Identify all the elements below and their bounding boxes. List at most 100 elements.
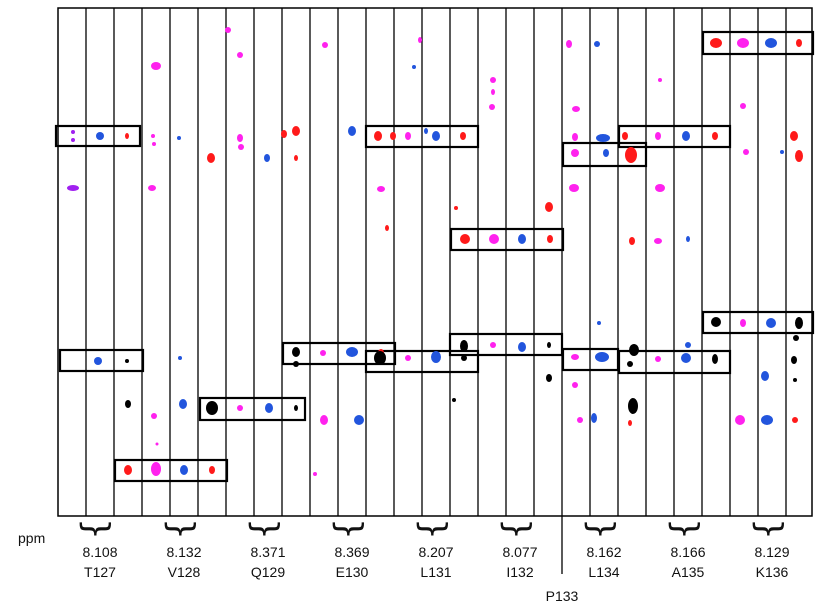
residue-name: L131 — [420, 564, 452, 580]
residue-name: T127 — [84, 564, 116, 580]
peak — [385, 225, 389, 231]
peak — [629, 344, 639, 356]
peak — [625, 147, 637, 163]
peak — [737, 38, 749, 48]
peak — [596, 134, 610, 142]
peak — [594, 41, 600, 47]
peak — [710, 38, 722, 48]
peak — [237, 405, 243, 411]
peak — [629, 237, 635, 245]
peak — [348, 126, 356, 136]
nmr-peaks — [67, 27, 803, 476]
peak — [603, 149, 609, 157]
peak — [177, 136, 181, 140]
walk-boxes — [54, 30, 815, 483]
box-t127-top — [54, 124, 142, 148]
peak — [792, 417, 798, 423]
peak — [686, 236, 690, 242]
peak — [766, 318, 776, 328]
box-k136-top — [701, 30, 815, 56]
brace-icon: } — [412, 518, 453, 540]
peak — [152, 142, 156, 146]
residue-ppm: 8.132 — [166, 544, 202, 560]
box-k136-low — [701, 310, 815, 335]
peak — [320, 415, 328, 425]
peak — [432, 131, 440, 141]
peak — [292, 126, 300, 136]
peak — [354, 415, 364, 425]
box-e130-low — [281, 341, 397, 366]
peak — [293, 361, 299, 367]
box-a135-top — [617, 124, 732, 149]
brace-icon: } — [664, 518, 705, 540]
peak — [294, 155, 298, 161]
peak — [125, 133, 129, 139]
peak — [452, 398, 456, 402]
residue-ppm: 8.129 — [754, 544, 790, 560]
peak — [264, 154, 270, 162]
peak — [735, 415, 745, 425]
peak — [628, 420, 632, 426]
peak — [209, 466, 215, 474]
peak — [569, 184, 579, 192]
peak — [320, 350, 326, 356]
peak — [655, 184, 665, 192]
box-l131-top — [364, 124, 480, 149]
peak — [207, 153, 215, 163]
brace-icon: } — [496, 518, 537, 540]
peak — [572, 106, 580, 112]
box-i132-top — [449, 227, 565, 252]
peak — [313, 472, 317, 476]
peak — [545, 202, 553, 212]
residue-name: V128 — [167, 564, 201, 580]
residue-name: L134 — [588, 564, 620, 580]
peak — [125, 359, 129, 363]
peak — [281, 130, 287, 138]
proline-label: P133 — [545, 588, 579, 604]
peak — [431, 351, 441, 363]
peak — [405, 355, 411, 361]
peak — [595, 352, 609, 362]
residue-ppm: 8.371 — [250, 544, 286, 560]
peak — [740, 103, 746, 109]
peak — [237, 134, 243, 142]
peak — [796, 39, 802, 47]
residue-ppm: 8.162 — [586, 544, 622, 560]
peak — [740, 319, 746, 327]
peak — [765, 38, 777, 48]
peak — [577, 417, 583, 423]
peak — [712, 354, 718, 364]
peak — [627, 361, 633, 367]
peak — [761, 371, 769, 381]
peak — [518, 234, 526, 244]
peak — [71, 130, 75, 134]
peak — [795, 150, 803, 162]
peak — [591, 413, 597, 423]
peak — [793, 378, 797, 382]
peak — [460, 340, 468, 352]
peak — [178, 356, 182, 360]
strip-dividers — [85, 8, 787, 574]
peak — [780, 150, 784, 154]
peak — [180, 465, 188, 475]
peak — [712, 132, 718, 140]
peak — [790, 131, 798, 141]
peak — [377, 186, 385, 192]
box-l131-low — [364, 349, 480, 374]
peak — [265, 403, 273, 413]
peak — [460, 234, 470, 244]
peak — [743, 149, 749, 155]
plot-frame — [57, 7, 813, 517]
peak — [461, 355, 467, 361]
peak — [460, 132, 466, 140]
peak — [761, 415, 773, 425]
residue-ppm: 8.077 — [502, 544, 538, 560]
box-i132-low — [448, 332, 564, 357]
residue-name: K136 — [755, 564, 789, 580]
peak — [424, 128, 428, 134]
peak — [518, 342, 526, 352]
peak — [151, 134, 155, 138]
peak — [418, 37, 422, 43]
peak — [572, 133, 578, 141]
